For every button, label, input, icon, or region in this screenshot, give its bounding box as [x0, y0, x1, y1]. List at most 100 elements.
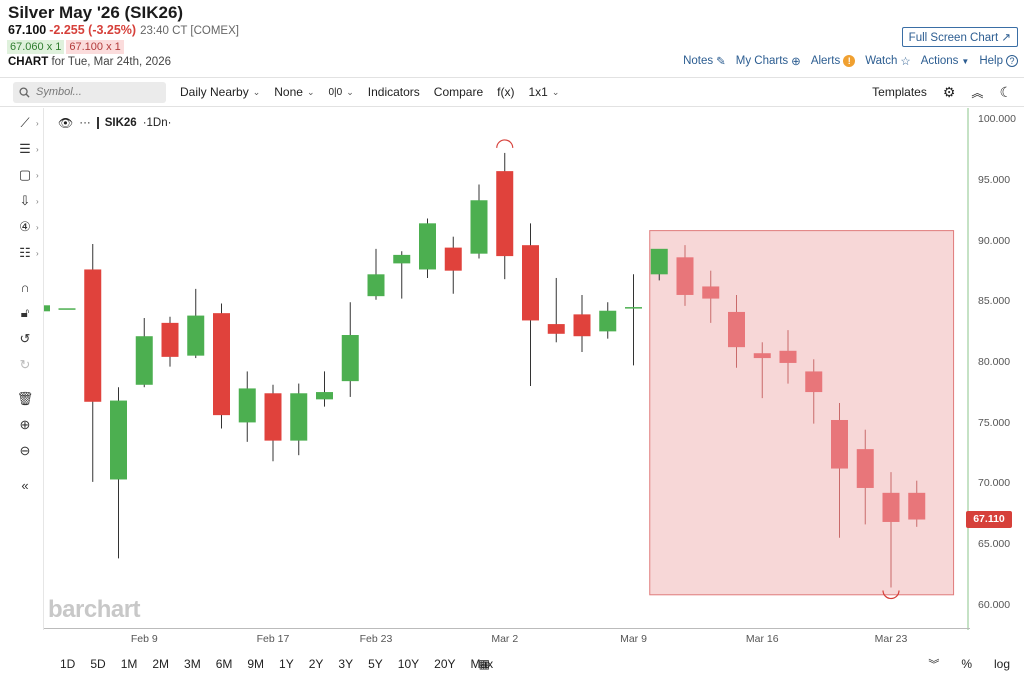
chevron-down-icon: ⌄	[551, 86, 560, 97]
annotation-tool[interactable]: ④ ›	[16, 218, 39, 236]
barchart-logo: barchart	[48, 596, 141, 623]
fibonacci-icon: ☰	[19, 141, 31, 156]
calendar-icon[interactable]: ▦	[478, 657, 490, 671]
magnet-tool[interactable]: ∩	[16, 278, 34, 296]
measure-tool[interactable]: ☷ ›	[16, 244, 39, 262]
percent-toggle[interactable]: %	[961, 657, 972, 671]
gear-icon[interactable]: ⚙	[942, 83, 956, 100]
indicators-button[interactable]: Indicators	[367, 85, 420, 99]
chart-area[interactable]: 👁︎ ··· SIK26 ·1Dn· barchart	[44, 108, 970, 630]
chevron-right-icon: ›	[36, 248, 39, 258]
my-charts-button[interactable]: My Charts ⊕	[736, 54, 801, 68]
y-tick-label: 100.000	[978, 113, 1016, 126]
search-placeholder: Symbol...	[36, 86, 82, 98]
x-tick-label: Feb 9	[130, 633, 158, 645]
candle-body	[496, 171, 514, 257]
layout-dropdown[interactable]: 1x1 ⌄	[528, 85, 559, 99]
alerts-button[interactable]: Alerts!	[811, 54, 856, 68]
fx-button[interactable]: f(x)	[497, 85, 515, 99]
chevron-right-icon: ›	[36, 196, 39, 206]
candle-body	[831, 419, 848, 469]
undo-button[interactable]: ↺	[16, 330, 34, 348]
zoom-out-button[interactable]: ⊖	[16, 442, 34, 460]
period-5y[interactable]: 5Y	[368, 657, 383, 671]
y-tick-label: 90.000	[978, 234, 1011, 247]
candle-body	[856, 449, 874, 488]
period-1d[interactable]: 1D	[60, 657, 76, 671]
candlestick-chart[interactable]	[44, 108, 970, 630]
trend-line-tool[interactable]: ⟋ ›	[16, 114, 38, 132]
templates-button[interactable]: Templates	[872, 85, 927, 99]
compare-button[interactable]: Compare	[433, 85, 484, 99]
x-tick-label: Mar 9	[620, 633, 647, 645]
collapse-up-icon[interactable]: ︽	[971, 85, 984, 100]
page-title: Silver May '26 (SIK26)	[8, 3, 184, 22]
collapse-sidebar-button[interactable]: «	[16, 476, 34, 494]
watch-button[interactable]: Watch ☆	[865, 54, 910, 68]
external-arrow-icon: ↗	[1001, 32, 1011, 44]
period-2y[interactable]: 2Y	[308, 657, 324, 671]
price-axis[interactable]: 100.000 95.000 90.000 85.000 80.000 75.000 70.…	[968, 108, 1024, 630]
x-tick-label: Feb 17	[256, 633, 290, 645]
candle-body	[238, 388, 256, 423]
help-button[interactable]: Help?	[979, 54, 1018, 68]
candle-body	[805, 371, 823, 393]
pencil-icon: ✎	[716, 56, 726, 68]
actions-menu[interactable]: Actions ▼	[921, 54, 970, 68]
help-icon: ?	[1006, 55, 1018, 67]
period-10y[interactable]: 10Y	[397, 657, 420, 671]
candle-body	[728, 311, 745, 348]
toolbar-right: Templates ⚙ ︽ ☾	[872, 84, 1012, 101]
delete-button[interactable]: 🗑︎	[16, 390, 34, 408]
interval-dropdown[interactable]: Daily Nearby ⌄	[180, 85, 260, 99]
candle-body	[702, 286, 720, 299]
candle-body	[908, 492, 926, 520]
notes-button[interactable]: Notes ✎	[683, 54, 726, 68]
period-max[interactable]: Max	[470, 657, 494, 671]
shape-tool[interactable]: ▢ ›	[16, 166, 39, 184]
full-screen-chart-button[interactable]: Full Screen Chart ↗	[901, 27, 1018, 47]
arrow-tool[interactable]: ⇩ ›	[16, 192, 39, 210]
date-axis[interactable]: Feb 9 Feb 17 Feb 23 Mar 2 Mar 9 Mar 16 Mar 23	[44, 628, 970, 648]
star-icon: ☆	[900, 56, 911, 68]
candle-body	[213, 313, 230, 416]
redo-button[interactable]: ↻	[16, 356, 34, 374]
chevron-right-icon: ›	[36, 222, 39, 232]
zoom-in-icon: ⊕	[19, 417, 31, 432]
trash-icon: 🗑︎	[16, 391, 34, 406]
period-3y[interactable]: 3Y	[338, 657, 354, 671]
period-3m[interactable]: 3M	[184, 657, 201, 671]
candle-body	[290, 393, 308, 441]
fib-tool[interactable]: ☰ ›	[16, 140, 39, 158]
help-label: Help	[979, 55, 1003, 67]
zoom-in-button[interactable]: ⊕	[16, 416, 34, 434]
period-5d[interactable]: 5D	[90, 657, 106, 671]
bottom-right-controls: ▦ ︾ % log	[479, 656, 1010, 672]
period-9m[interactable]: 9M	[247, 657, 265, 671]
notes-label: Notes	[683, 55, 714, 67]
quote-time: 23:40 CT [COMEX]	[140, 25, 239, 37]
period-1m[interactable]: 1M	[120, 657, 138, 671]
lock-tool[interactable]: 🔓︎	[16, 304, 34, 322]
eye-icon[interactable]: 👁︎	[58, 116, 74, 130]
more-icon[interactable]: ···	[79, 117, 91, 129]
period-6m[interactable]: 6M	[215, 657, 233, 671]
double-chevron-down-icon[interactable]: ︾	[928, 659, 940, 671]
period-20y[interactable]: 20Y	[434, 657, 456, 671]
drawing-tools-sidebar: ⟋ › ☰ › ▢ › ⇩ › ④ › ☷ › ∩ 🔓︎ ↺ ↻ 🗑︎ ⊕ ⊖ «	[0, 108, 44, 630]
line-tool-icon: ⟋	[20, 115, 30, 130]
candle-body	[419, 223, 436, 270]
candle-body	[393, 254, 411, 264]
period-2m[interactable]: 2M	[152, 657, 170, 671]
bar-type-dropdown[interactable]: 0|0 ⌄	[328, 87, 353, 98]
log-toggle[interactable]: log	[993, 657, 1010, 671]
y-tick-label: 85.000	[978, 295, 1011, 308]
rectangle-icon: ▢	[18, 167, 32, 182]
overlay-dropdown[interactable]: None ⌄	[274, 85, 314, 99]
price-change: -2.255 (-3.25%)	[49, 23, 137, 37]
period-1y[interactable]: 1Y	[279, 657, 294, 671]
symbol-search-input[interactable]: Symbol...	[13, 81, 166, 103]
dark-mode-icon[interactable]: ☾	[999, 83, 1012, 100]
y-tick-label: 80.000	[978, 355, 1011, 368]
ask-badge: 67.100 x 1	[66, 40, 124, 54]
